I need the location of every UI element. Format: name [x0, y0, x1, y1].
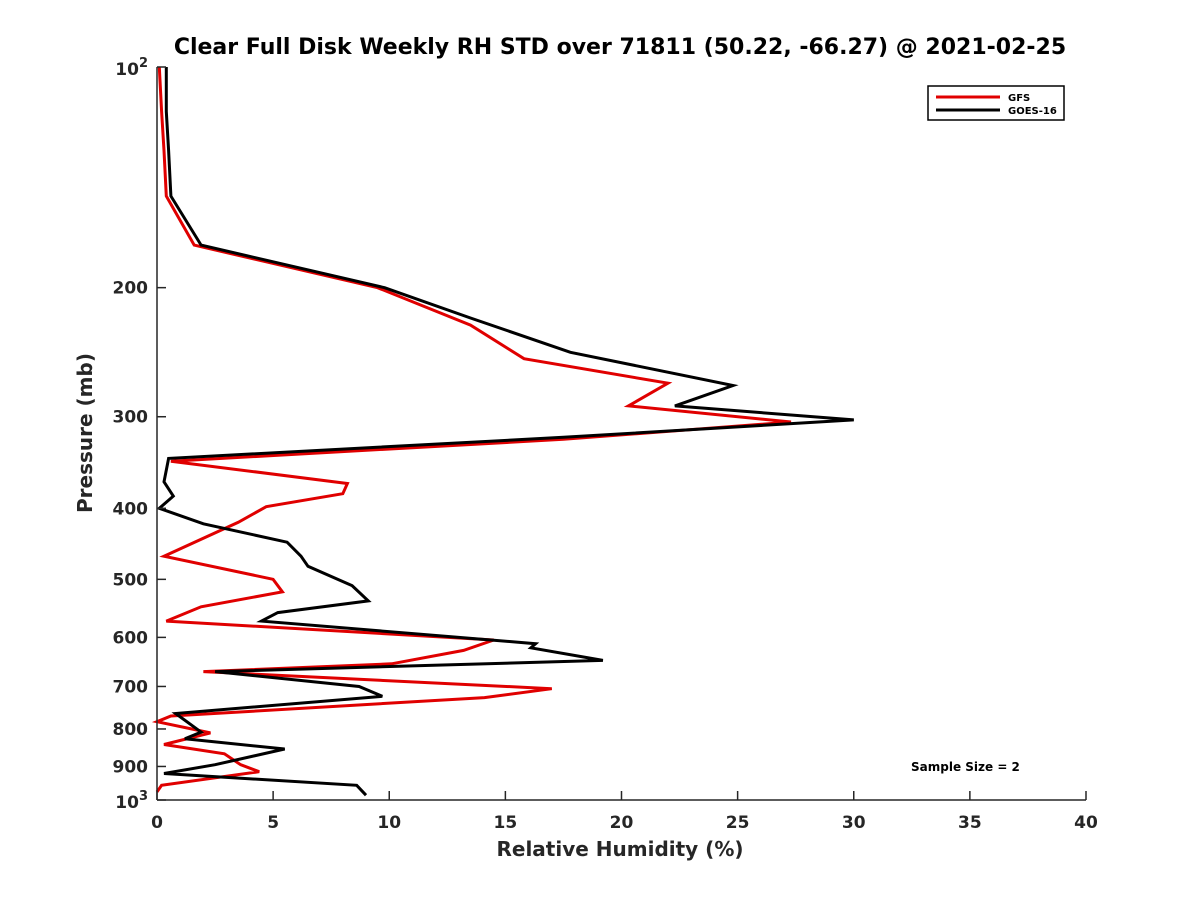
x-tick-label: 35: [958, 813, 982, 833]
y-tick-label: 500: [113, 570, 149, 590]
y-tick-label: 300: [113, 408, 149, 428]
legend-label: GOES-16: [1008, 106, 1057, 117]
x-tick-label: 15: [494, 813, 518, 833]
x-tick-label: 20: [610, 813, 634, 833]
y-tick-label: 400: [113, 499, 149, 519]
series-line-goes-16: [156, 67, 854, 797]
x-tick-label: 25: [726, 813, 750, 833]
series-layer: [151, 66, 854, 797]
sample-size-annotation: Sample Size = 2: [911, 760, 1020, 774]
legend-label: GFS: [1008, 93, 1030, 104]
y-tick-label: 200: [113, 279, 149, 299]
x-tick-label: 0: [151, 813, 163, 833]
y-tick-label: 800: [113, 720, 149, 740]
y-tick-label: 700: [113, 677, 149, 697]
legend: GFS GOES-16: [927, 85, 1065, 121]
y-axis-label: Pressure (mb): [73, 353, 97, 513]
ticks-layer: 0 5 10 15 20 25 30 35 40 200 300 400 500 600 700 800 900…: [113, 56, 1098, 833]
x-tick-label: 30: [842, 813, 866, 833]
legend-box: [927, 85, 1065, 121]
y-tick-label: 600: [113, 628, 149, 648]
x-tick-label: 40: [1074, 813, 1098, 833]
chart-title: Clear Full Disk Weekly RH STD over 71811…: [174, 35, 1066, 60]
y-tick-label: 900: [113, 757, 149, 777]
y-end-tick-label: 102: [115, 56, 148, 80]
series-line-gfs: [151, 66, 792, 793]
x-axis-label: Relative Humidity (%): [496, 837, 743, 861]
x-tick-label: 10: [377, 813, 401, 833]
x-tick-label: 5: [267, 813, 279, 833]
y-end-tick-label: 103: [115, 789, 148, 813]
